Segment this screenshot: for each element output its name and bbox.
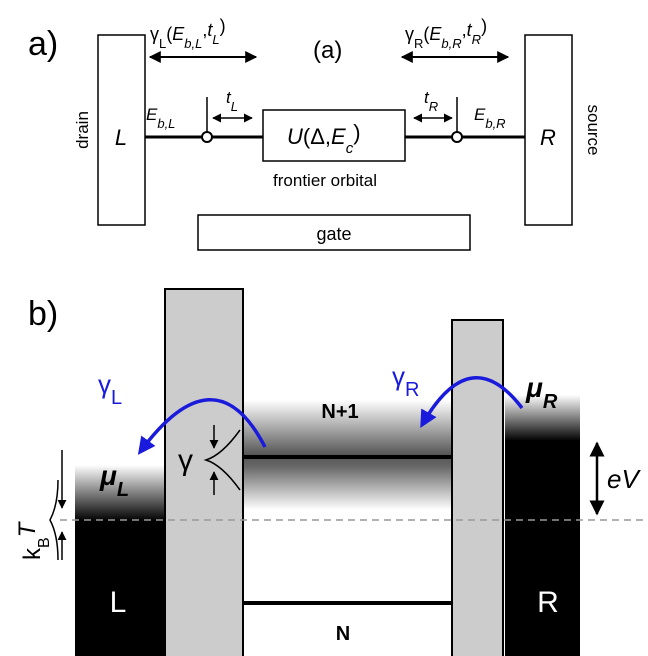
subscript: c bbox=[346, 140, 354, 157]
text: , bbox=[462, 20, 467, 40]
energy-right: Eb,R bbox=[474, 105, 506, 131]
barrier bbox=[451, 319, 504, 656]
symbol: γ bbox=[392, 361, 405, 391]
gate-box bbox=[197, 214, 471, 251]
symbol: E bbox=[331, 124, 346, 149]
symbol: E bbox=[146, 105, 158, 124]
barrier bbox=[164, 288, 244, 656]
subscript: L bbox=[117, 479, 129, 501]
symbol: γ bbox=[98, 369, 111, 399]
subscript: R bbox=[429, 99, 438, 114]
lead-label: R bbox=[540, 125, 556, 150]
panel-b: b) γL γR μL μR N+1 N γ kBT eV L R bbox=[14, 288, 648, 656]
subscript: L bbox=[159, 36, 166, 51]
drain-label: drain bbox=[73, 111, 92, 149]
orbital-box bbox=[262, 109, 406, 162]
node bbox=[201, 131, 213, 143]
subscript: R bbox=[472, 32, 481, 47]
symbol: γ bbox=[150, 24, 159, 44]
mu-left: μL bbox=[99, 460, 129, 501]
text: , bbox=[202, 20, 207, 40]
subscript: R bbox=[405, 379, 419, 401]
tunnel-arrow bbox=[137, 398, 267, 455]
subscript: b,L bbox=[184, 36, 202, 51]
text: ( bbox=[166, 24, 172, 44]
lead-left bbox=[75, 520, 165, 656]
subscript: b,R bbox=[485, 116, 505, 131]
symbol: E bbox=[429, 24, 442, 44]
text: ) bbox=[220, 16, 226, 36]
gamma-right-label: γR(Eb,R,tR) bbox=[405, 16, 487, 51]
symbol: E bbox=[474, 105, 486, 124]
level-label: N bbox=[336, 623, 350, 645]
gamma-left: γL bbox=[98, 369, 122, 409]
symbol: E bbox=[172, 24, 185, 44]
lead-label: L bbox=[115, 125, 127, 150]
subscript: L bbox=[212, 32, 219, 47]
thermal-curve bbox=[49, 479, 59, 561]
level-label: N+1 bbox=[321, 401, 358, 423]
bias-label: eV bbox=[607, 464, 641, 494]
panel-a: a) (a) γL(Eb,L,tL) γR(Eb,R,tR) L R drain… bbox=[28, 16, 603, 251]
orbital-caption: frontier orbital bbox=[273, 171, 377, 190]
symbol: t bbox=[226, 88, 232, 107]
subscript: B bbox=[36, 537, 53, 548]
text: ) bbox=[353, 120, 360, 145]
symbol: t bbox=[467, 20, 473, 40]
symbol: μ bbox=[525, 372, 543, 403]
energy-left: Eb,L bbox=[146, 105, 175, 131]
t-right: tR bbox=[424, 88, 438, 114]
panel-label: b) bbox=[28, 295, 58, 333]
caption: (a) bbox=[313, 37, 342, 64]
t-left: tL bbox=[226, 88, 238, 114]
subscript: b,R bbox=[441, 36, 461, 51]
text: (Δ, bbox=[303, 124, 331, 149]
subscript: L bbox=[231, 99, 238, 114]
symbol: μ bbox=[99, 460, 117, 491]
source-label: source bbox=[584, 104, 603, 155]
orbital-label: U(Δ,Ec) bbox=[287, 120, 361, 157]
lead-label: L bbox=[110, 586, 127, 619]
gate-label: gate bbox=[316, 224, 351, 244]
symbol: T bbox=[14, 520, 41, 537]
lead-box bbox=[524, 34, 573, 226]
fermi-tail bbox=[75, 465, 165, 521]
symbol: t bbox=[207, 20, 213, 40]
subscript: R bbox=[414, 36, 423, 51]
symbol: U bbox=[287, 124, 303, 149]
mu-right: μR bbox=[525, 372, 558, 413]
broadening-label: γ bbox=[178, 444, 193, 477]
gamma-right: γR bbox=[392, 361, 419, 401]
symbol: k bbox=[19, 547, 46, 560]
panel-label: a) bbox=[28, 25, 58, 63]
symbol: t bbox=[424, 88, 430, 107]
tunnel-arrow bbox=[420, 376, 524, 429]
thermal-label: kBT bbox=[14, 520, 53, 560]
subscript: R bbox=[543, 391, 558, 413]
node bbox=[451, 131, 463, 143]
gamma-left-label: γL(Eb,L,tL) bbox=[150, 16, 226, 51]
text: ( bbox=[423, 24, 429, 44]
lead-label: R bbox=[537, 586, 559, 619]
text: ) bbox=[481, 16, 487, 36]
subscript: L bbox=[111, 387, 122, 409]
broadening-curve bbox=[203, 429, 241, 491]
symbol: γ bbox=[405, 24, 414, 44]
lead-right bbox=[505, 440, 580, 656]
subscript: b,L bbox=[157, 116, 175, 131]
lead-box bbox=[97, 34, 146, 226]
